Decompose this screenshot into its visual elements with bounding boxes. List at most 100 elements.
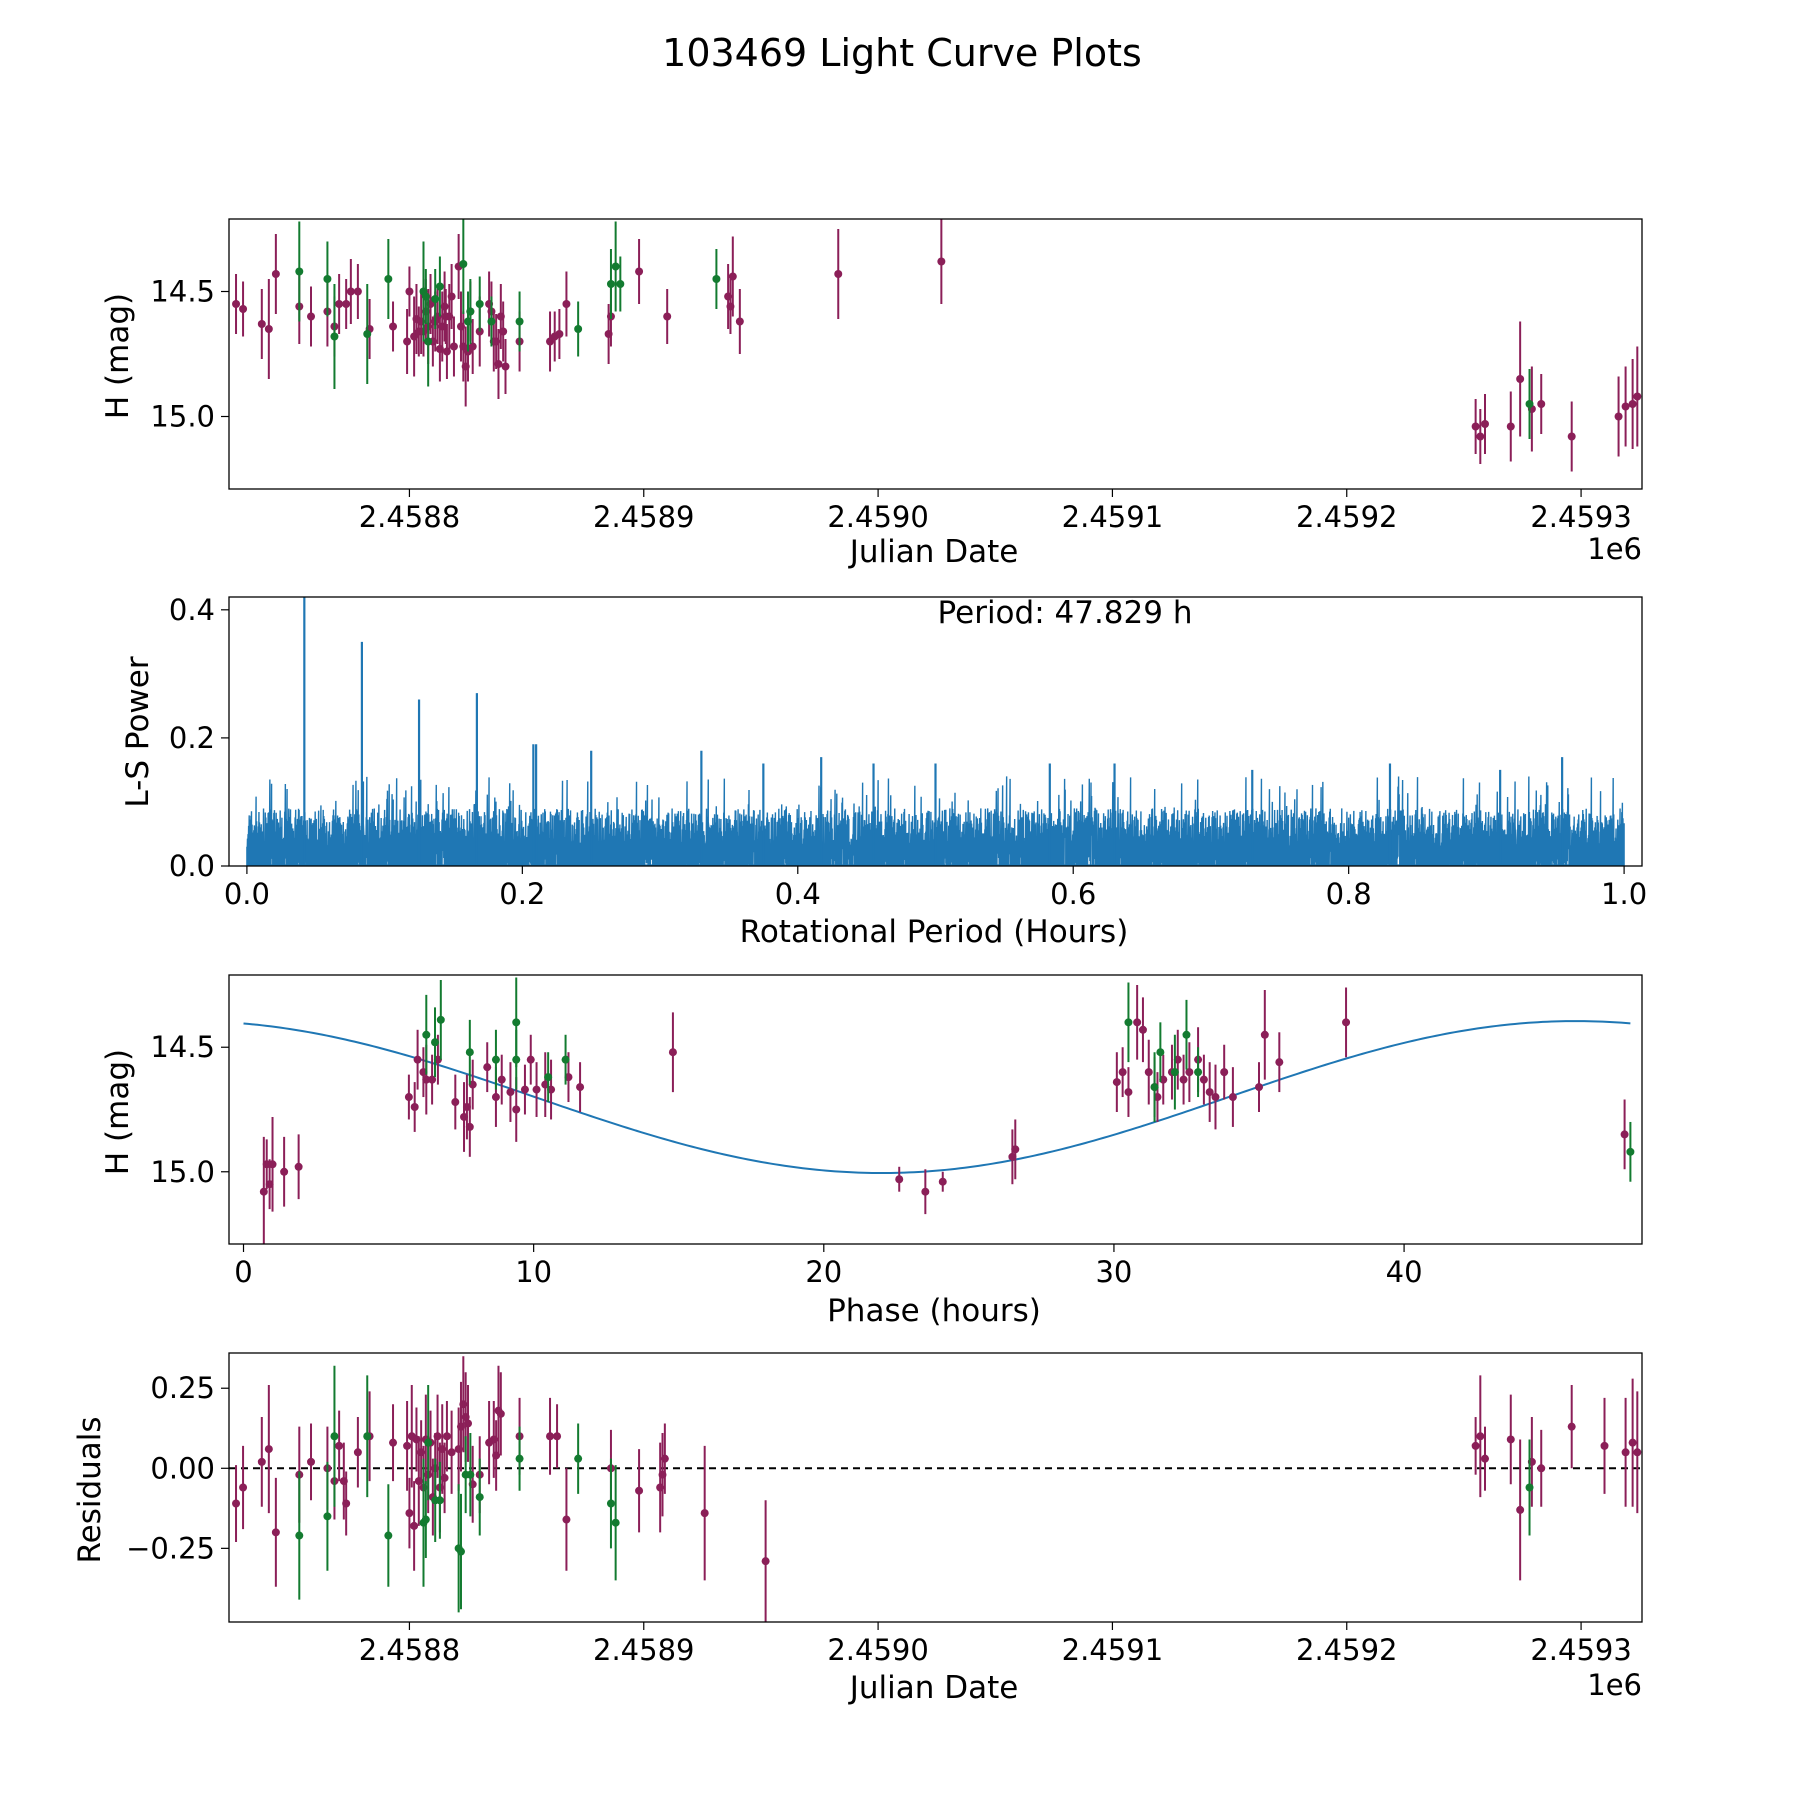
x-tick-label: 1.0 <box>1601 877 1647 911</box>
data-point <box>363 1432 372 1441</box>
x-tick-label: 2.4589 <box>593 500 694 534</box>
panel-frame <box>228 596 1643 867</box>
data-point <box>259 1187 268 1196</box>
data-point <box>353 1448 362 1457</box>
x-tick-label: 0.2 <box>499 877 545 911</box>
data-point <box>1124 1088 1133 1097</box>
panel2-xlabel: Rotational Period (Hours) <box>740 914 1129 950</box>
data-point <box>487 317 496 326</box>
data-point <box>1481 1454 1489 1463</box>
data-point <box>307 312 316 321</box>
data-point <box>1228 1093 1237 1102</box>
data-point <box>611 262 620 271</box>
data-point <box>544 1073 553 1082</box>
data-point <box>466 307 475 316</box>
data-point <box>921 1187 930 1196</box>
data-point <box>456 1547 465 1556</box>
data-point <box>611 1518 620 1527</box>
data-point <box>422 1030 431 1039</box>
data-point <box>1342 1018 1351 1027</box>
data-point <box>576 1083 585 1092</box>
data-point <box>1621 1448 1630 1457</box>
data-point <box>532 1085 541 1094</box>
data-point <box>404 1093 413 1102</box>
data-point <box>239 1483 248 1492</box>
panel4-offset-label: 1e6 <box>1587 1668 1642 1702</box>
data-point <box>335 1441 344 1450</box>
panel-residuals: Julian Date Residuals 1e6 <box>72 1416 1642 1706</box>
data-point <box>1600 1441 1609 1450</box>
data-point <box>257 1457 266 1466</box>
data-point <box>1620 1130 1629 1139</box>
data-point <box>447 292 456 301</box>
data-point <box>1506 1435 1515 1444</box>
data-point <box>424 1438 433 1447</box>
data-point <box>440 302 449 311</box>
x-tick-label: 2.4593 <box>1530 500 1631 534</box>
data-point <box>1471 422 1480 431</box>
panel2-ylabel: L-S Power <box>120 656 156 807</box>
data-point <box>726 302 735 311</box>
data-point <box>735 317 744 326</box>
data-point <box>1199 1075 1208 1084</box>
data-point <box>494 360 503 368</box>
x-tick-label: 2.4592 <box>1296 500 1397 534</box>
data-point <box>656 1483 665 1492</box>
data-point <box>424 337 433 346</box>
data-point <box>435 1496 444 1505</box>
data-point <box>501 362 510 371</box>
data-point <box>1537 400 1546 408</box>
data-point <box>403 337 412 346</box>
data-point <box>1211 1093 1220 1102</box>
x-tick-label: 2.4590 <box>827 1633 928 1667</box>
data-point <box>562 1515 571 1524</box>
data-point <box>239 305 248 313</box>
y-tick-label: 0.00 <box>150 1451 215 1485</box>
data-point <box>465 1122 474 1131</box>
data-point <box>555 330 564 338</box>
data-point <box>413 1055 422 1064</box>
panel-frame <box>228 1352 1643 1623</box>
x-tick-label: 2.4590 <box>827 500 928 534</box>
data-point <box>1516 1505 1525 1514</box>
data-point <box>1516 375 1525 383</box>
data-point <box>515 1454 524 1463</box>
data-point <box>295 267 304 276</box>
data-point <box>271 1528 280 1537</box>
data-point <box>1633 392 1642 401</box>
data-point <box>483 1063 492 1072</box>
data-point <box>1144 1068 1153 1077</box>
data-point <box>562 300 571 308</box>
data-point <box>384 275 393 283</box>
x-tick-label: 40 <box>1386 1255 1423 1289</box>
period-annotation: Period: 47.829 h <box>938 595 1193 631</box>
data-point <box>431 1038 440 1047</box>
panel-2-marks-group <box>246 597 1625 866</box>
data-point <box>323 1512 332 1521</box>
x-tick-label: 2.4592 <box>1296 1633 1397 1667</box>
data-point <box>937 257 946 266</box>
x-tick-label: 0.8 <box>1326 877 1372 911</box>
data-point <box>1205 1088 1214 1097</box>
data-point <box>1133 1018 1142 1027</box>
data-point <box>761 1557 770 1566</box>
data-point <box>428 1075 437 1084</box>
data-point <box>712 275 721 283</box>
data-point <box>264 325 273 333</box>
data-point <box>268 1160 277 1169</box>
data-point <box>574 1454 583 1463</box>
data-point <box>442 1432 451 1441</box>
data-point <box>1112 1078 1121 1087</box>
x-tick-label: 0 <box>234 1255 252 1289</box>
x-tick-label: 2.4591 <box>1062 500 1163 534</box>
data-point <box>257 320 266 328</box>
x-tick-label: 10 <box>515 1255 552 1289</box>
y-tick-label: −0.25 <box>126 1531 215 1565</box>
data-point <box>264 1445 273 1454</box>
data-point <box>294 1162 303 1171</box>
data-point <box>1156 1048 1165 1057</box>
data-point <box>561 1055 570 1064</box>
panel3-xlabel: Phase (hours) <box>827 1293 1041 1329</box>
data-point <box>616 280 625 288</box>
